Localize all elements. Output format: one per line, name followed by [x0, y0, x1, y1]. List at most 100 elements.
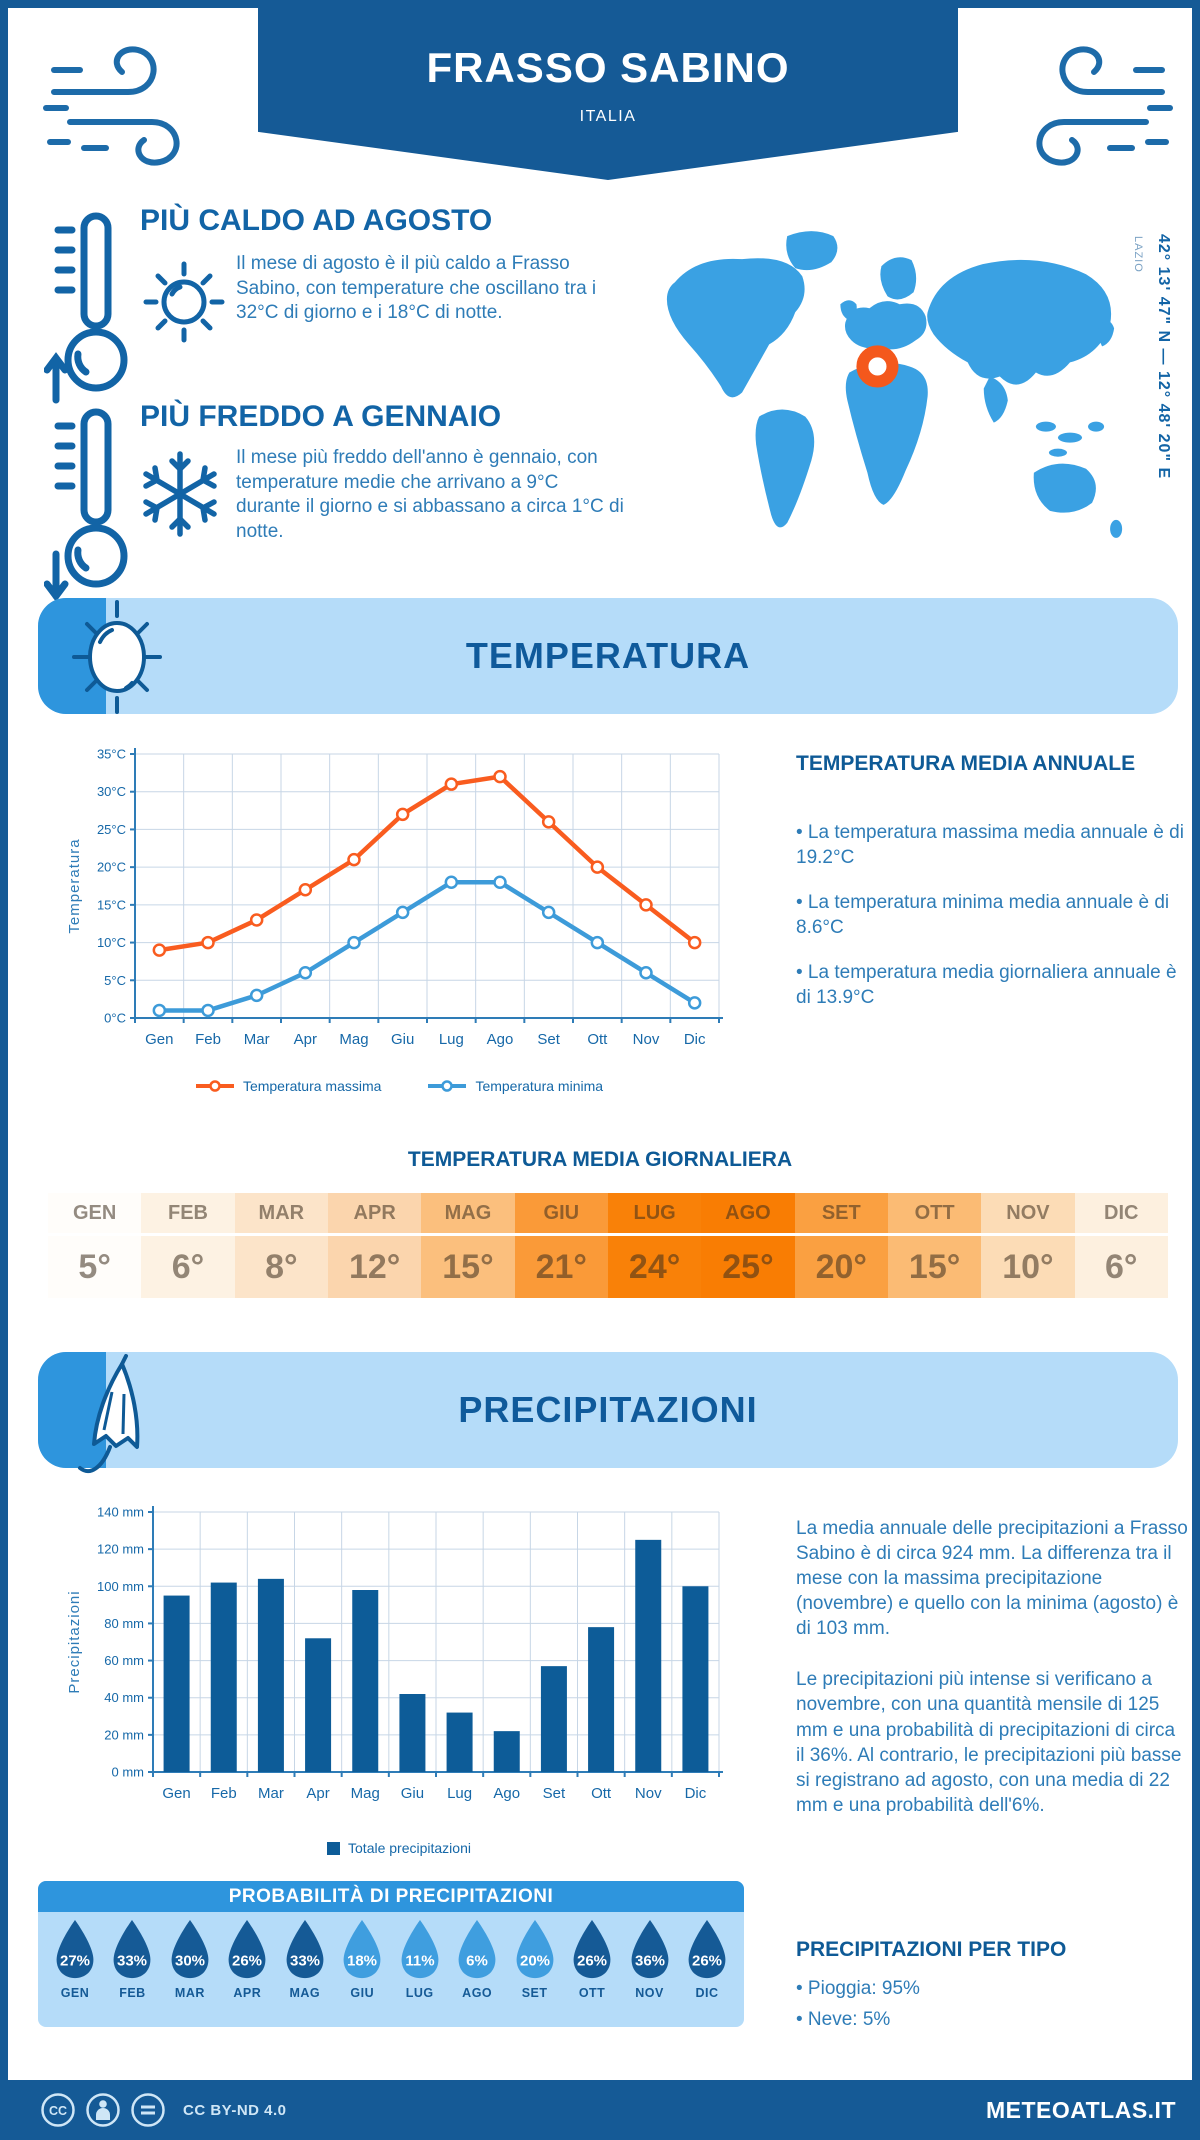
hot-section-title: PIÙ CALDO AD AGOSTO [140, 204, 493, 237]
temp-table-divider [607, 1233, 702, 1236]
temp-table-divider [1074, 1233, 1168, 1236]
svg-text:30°C: 30°C [97, 784, 126, 799]
cold-section-title: PIÙ FREDDO A GENNAIO [140, 400, 502, 433]
temp-table-cell: DIC 6° [1074, 1193, 1168, 1298]
temp-table-month: MAG [444, 1202, 492, 1224]
droplet-month: OTT [578, 1986, 606, 2000]
temperature-banner: TEMPERATURA [38, 598, 1178, 714]
precipitation-banner: PRECIPITAZIONI [38, 1352, 1178, 1474]
svg-text:Ott: Ott [587, 1031, 608, 1048]
droplet-month: SET [521, 1986, 548, 2000]
no-derivatives-icon [131, 2093, 165, 2127]
precipitation-text-panel: La media annuale delle precipitazioni a … [796, 1516, 1188, 1838]
svg-text:80 mm: 80 mm [104, 1616, 144, 1631]
droplet-month: GEN [60, 1986, 90, 2000]
precipitation-paragraph: La media annuale delle precipitazioni a … [796, 1518, 1188, 1640]
attribution-person-icon [86, 2093, 120, 2127]
temp-table-divider [421, 1233, 515, 1236]
svg-text:40 mm: 40 mm [104, 1690, 144, 1705]
annual-temp-bullet: • La temperatura minima media annuale è … [796, 892, 1170, 939]
probability-droplet: 18% GIU [335, 1918, 389, 2000]
temp-table-value: 25° [722, 1248, 774, 1286]
svg-text:11%: 11% [405, 1952, 434, 1969]
temp-table-cell: NOV 10° [981, 1193, 1075, 1298]
droplet-icon: 33% [286, 1919, 324, 1979]
temp-table-month: DIC [1104, 1202, 1139, 1224]
droplet-icon: 26% [228, 1919, 266, 1979]
droplet-month: GIU [350, 1986, 375, 2000]
svg-text:Nov: Nov [635, 1785, 662, 1802]
temp-table-cell: SET 20° [794, 1193, 888, 1298]
svg-text:Apr: Apr [306, 1785, 329, 1802]
map-region: LAZIO [1132, 236, 1144, 273]
svg-text:Lug: Lug [447, 1785, 472, 1802]
legend-label-min: Temperatura minima [475, 1078, 604, 1094]
probability-droplet: 20% SET [508, 1918, 562, 2000]
svg-text:140 mm: 140 mm [97, 1505, 144, 1520]
svg-text:Gen: Gen [145, 1031, 173, 1048]
temp-table-value: 15° [908, 1248, 961, 1286]
svg-text:26%: 26% [692, 1952, 722, 1969]
svg-text:Lug: Lug [439, 1031, 464, 1048]
svg-text:Ago: Ago [487, 1031, 514, 1048]
sun-icon [143, 261, 225, 343]
svg-text:Set: Set [537, 1031, 560, 1048]
svg-text:26%: 26% [232, 1952, 262, 1969]
cold-section-text: Il mese più freddo dell'anno è gennaio, … [236, 447, 624, 543]
temp-table-value: 12° [348, 1248, 401, 1286]
temp-table-divider [794, 1233, 888, 1236]
license-icons: CC CC BY-ND 4.0 [40, 2092, 287, 2128]
temp-table-value: 10° [1002, 1248, 1054, 1286]
precipitation-type-panel: PRECIPITAZIONI PER TIPO • Pioggia: 95% •… [796, 1938, 1186, 2032]
temp-table-value: 6° [1105, 1248, 1138, 1286]
temp-table-value: 21° [535, 1248, 588, 1286]
temp-table-value: 5° [78, 1248, 111, 1286]
svg-text:Mar: Mar [258, 1785, 284, 1802]
probability-droplet: 26% APR [220, 1918, 274, 2000]
temp-table-month: AGO [725, 1202, 771, 1224]
legend-label-max: Temperatura massima [242, 1078, 382, 1094]
legend-label-total: Totale precipitazioni [348, 1840, 471, 1856]
thermometer-cold-icon [44, 408, 128, 602]
temp-table-divider [514, 1233, 608, 1236]
svg-text:Ott: Ott [591, 1785, 612, 1802]
page-subtitle: ITALIA [579, 108, 637, 125]
svg-text:Dic: Dic [684, 1031, 706, 1048]
temp-table-month: NOV [1006, 1202, 1050, 1224]
svg-text:Feb: Feb [195, 1031, 221, 1048]
temp-table-divider [141, 1233, 235, 1236]
svg-text:Feb: Feb [211, 1785, 237, 1802]
probability-droplet: 6% AGO [450, 1918, 504, 2000]
temp-table-month: APR [353, 1202, 396, 1224]
svg-text:60 mm: 60 mm [104, 1653, 144, 1668]
precipitation-paragraph: Le precipitazioni più intense si verific… [796, 1669, 1182, 1816]
temp-table-divider [701, 1233, 795, 1236]
legend-swatch-min [428, 1080, 467, 1092]
probability-droplet: 26% DIC [680, 1918, 734, 2000]
temp-table-month: GIU [543, 1202, 580, 1224]
droplet-month: AGO [462, 1986, 493, 2000]
temp-table-value: 24° [628, 1248, 681, 1286]
annual-temperature-panel: TEMPERATURA MEDIA ANNUALE • La temperatu… [796, 752, 1184, 1030]
svg-text:Precipitazioni: Precipitazioni [66, 1590, 83, 1693]
precipitation-type-bullet: • Pioggia: 95% [796, 1978, 920, 1999]
world-map [666, 231, 1123, 538]
temp-table-value: 6° [171, 1248, 205, 1286]
probability-droplet: 11% LUG [393, 1918, 447, 2000]
svg-text:Mag: Mag [339, 1031, 368, 1048]
svg-text:10°C: 10°C [97, 935, 126, 950]
temperature-banner-sun-icon [72, 600, 162, 714]
header-banner: FRASSO SABINO ITALIA [258, 8, 958, 180]
temp-table-value: 15° [442, 1248, 494, 1286]
svg-text:Ago: Ago [493, 1785, 520, 1802]
droplet-icon: 26% [688, 1919, 726, 1979]
svg-text:120 mm: 120 mm [97, 1542, 144, 1557]
temp-table-month: OTT [914, 1202, 955, 1224]
temp-table-month: FEB [167, 1202, 208, 1224]
precipitation-type-bullet: • Neve: 5% [796, 2009, 891, 2031]
temp-table-month: SET [821, 1202, 861, 1224]
probability-droplet: 33% FEB [105, 1918, 159, 2000]
droplet-icon: 36% [631, 1919, 668, 1979]
svg-text:20°C: 20°C [97, 860, 126, 875]
precipitation-banner-block [38, 1352, 106, 1468]
